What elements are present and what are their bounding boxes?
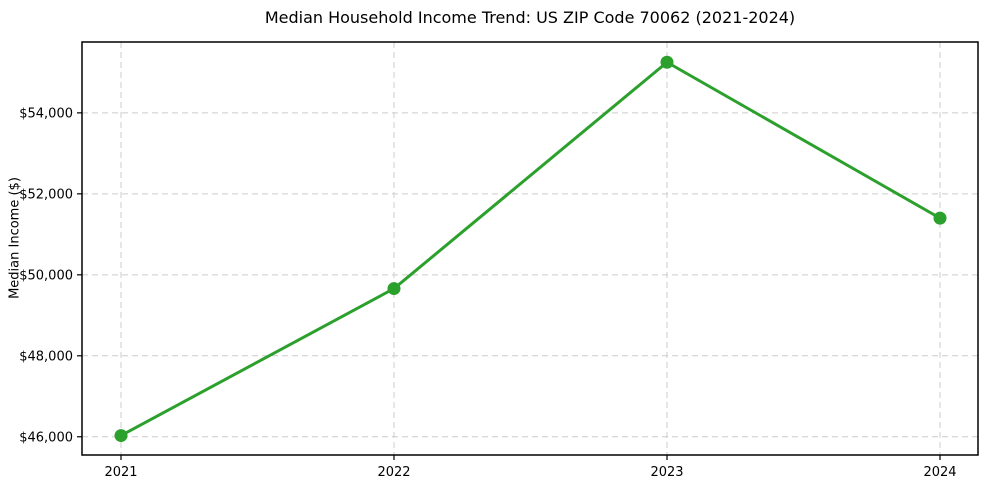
x-tick-label: 2024 — [923, 465, 956, 480]
trend-line — [119, 60, 942, 438]
x-tick-label: 2023 — [650, 465, 683, 480]
chart-title: Median Household Income Trend: US ZIP Co… — [264, 8, 796, 27]
plot-border — [81, 41, 979, 456]
y-tick-label: $48,000 — [19, 349, 73, 364]
x-tick-label: 2022 — [377, 465, 410, 480]
x-tick-label: 2021 — [104, 465, 137, 480]
data-point-2024 — [933, 211, 947, 225]
y-tick-label: $52,000 — [19, 187, 73, 202]
y-tick-label: $54,000 — [19, 106, 73, 121]
y-tick-label: $50,000 — [19, 268, 73, 283]
axis-ticks — [77, 112, 941, 460]
data-point-2021 — [114, 429, 128, 443]
data-point-2022 — [387, 282, 401, 296]
data-point-2023 — [660, 55, 674, 69]
gridlines — [82, 42, 978, 455]
y-tick-label: $46,000 — [19, 430, 73, 445]
